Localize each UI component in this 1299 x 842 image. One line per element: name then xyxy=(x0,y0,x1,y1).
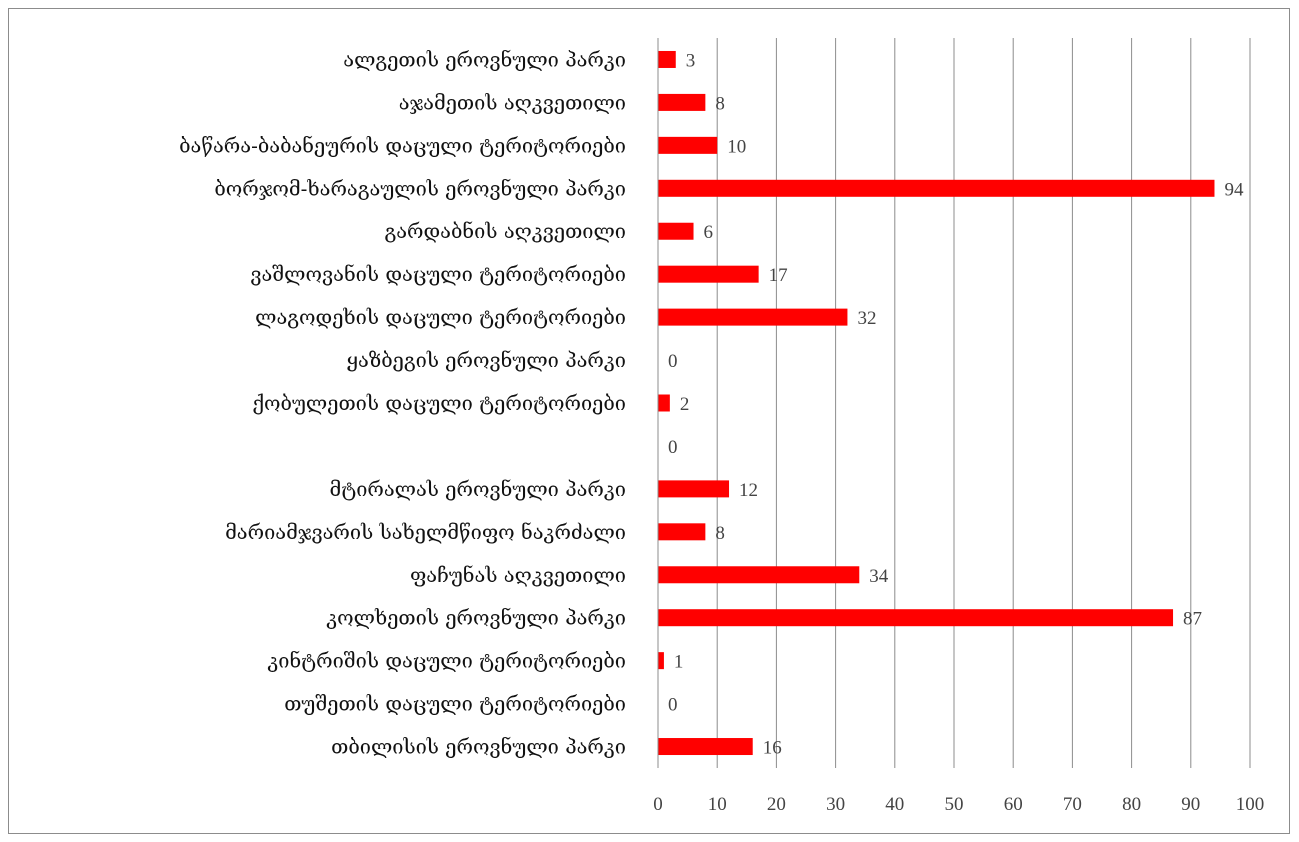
bar xyxy=(658,50,676,68)
category-label: კოლხეთის ეროვნული პარკი xyxy=(326,606,626,630)
bars xyxy=(658,50,1215,756)
bar xyxy=(658,738,753,756)
bar xyxy=(658,480,730,498)
x-tick-label: 70 xyxy=(1063,794,1082,815)
x-tick-labels: 0 10 20 30 40 50 60 70 80 90 100 xyxy=(653,794,1264,815)
category-label: ბორჯომ-ხარაგაულის ეროვნული პარკი xyxy=(214,176,626,200)
category-label: ბაწარა-ბაბანეურის დაცული ტერიტორიები xyxy=(179,133,626,157)
x-tick-label: 10 xyxy=(708,794,727,815)
bar xyxy=(658,222,694,240)
x-tick-label: 100 xyxy=(1236,794,1265,815)
data-label: 12 xyxy=(739,480,758,501)
data-label: 94 xyxy=(1224,179,1244,200)
data-label: 17 xyxy=(769,265,788,286)
bar xyxy=(658,265,759,283)
data-label: 87 xyxy=(1183,609,1202,630)
data-label: 8 xyxy=(715,523,725,544)
data-label: 3 xyxy=(686,50,696,71)
bar xyxy=(658,394,670,412)
data-label: 0 xyxy=(668,351,678,372)
category-label: ალგეთის ეროვნული პარკი xyxy=(343,47,626,71)
category-label: ფაჩუნას აღკვეთილი xyxy=(410,563,626,587)
bar xyxy=(658,609,1174,627)
bar xyxy=(658,179,1215,197)
x-tick-label: 50 xyxy=(945,794,964,815)
bar xyxy=(658,566,860,584)
data-label: 6 xyxy=(704,222,714,243)
bar xyxy=(658,523,706,541)
data-label: 0 xyxy=(668,695,678,716)
category-label: აჯამეთის აღკვეთილი xyxy=(399,90,626,114)
data-label: 34 xyxy=(869,566,889,587)
category-label: ყაზბეგის ეროვნული პარკი xyxy=(347,348,626,372)
bar xyxy=(658,308,848,326)
bar xyxy=(658,136,718,154)
data-label: 16 xyxy=(763,738,782,759)
x-tick-label: 60 xyxy=(1004,794,1023,815)
category-label: თუშეთის დაცული ტერიტორიები xyxy=(284,692,626,716)
x-tick-label: 80 xyxy=(1122,794,1141,815)
category-label: ლაგოდეხის დაცული ტერიტორიები xyxy=(255,305,626,329)
x-tick-label: 0 xyxy=(653,794,663,815)
category-label: ქობულეთის დაცული ტერიტორიები xyxy=(252,391,626,415)
category-label: ვაშლოვანის დაცული ტერიტორიები xyxy=(250,262,626,286)
category-label: კინტრიშის დაცული ტერიტორიები xyxy=(267,649,626,673)
bar xyxy=(658,93,706,111)
x-tick-label: 20 xyxy=(767,794,786,815)
category-label: მარიამჯვარის სახელმწიფო ნაკრძალი xyxy=(225,520,626,544)
data-label: 1 xyxy=(674,652,684,673)
category-label: მტირალას ეროვნული პარკი xyxy=(330,477,626,501)
category-labels: ალგეთის ეროვნული პარკი აჯამეთის აღკვეთილი… xyxy=(179,47,626,758)
category-label: გარდაბნის აღკვეთილი xyxy=(384,219,626,243)
x-tick-label: 40 xyxy=(885,794,904,815)
data-label: 2 xyxy=(680,394,690,415)
data-label: 8 xyxy=(715,93,725,114)
data-label: 0 xyxy=(668,437,678,458)
data-label: 32 xyxy=(857,308,876,329)
gridlines xyxy=(716,38,1251,768)
chart-frame xyxy=(8,8,1290,834)
category-label: თბილისის ეროვნული პარკი xyxy=(331,735,626,759)
x-tick-label: 30 xyxy=(826,794,845,815)
x-tick-label: 90 xyxy=(1181,794,1200,815)
data-label: 10 xyxy=(727,136,746,157)
bar xyxy=(658,652,664,670)
